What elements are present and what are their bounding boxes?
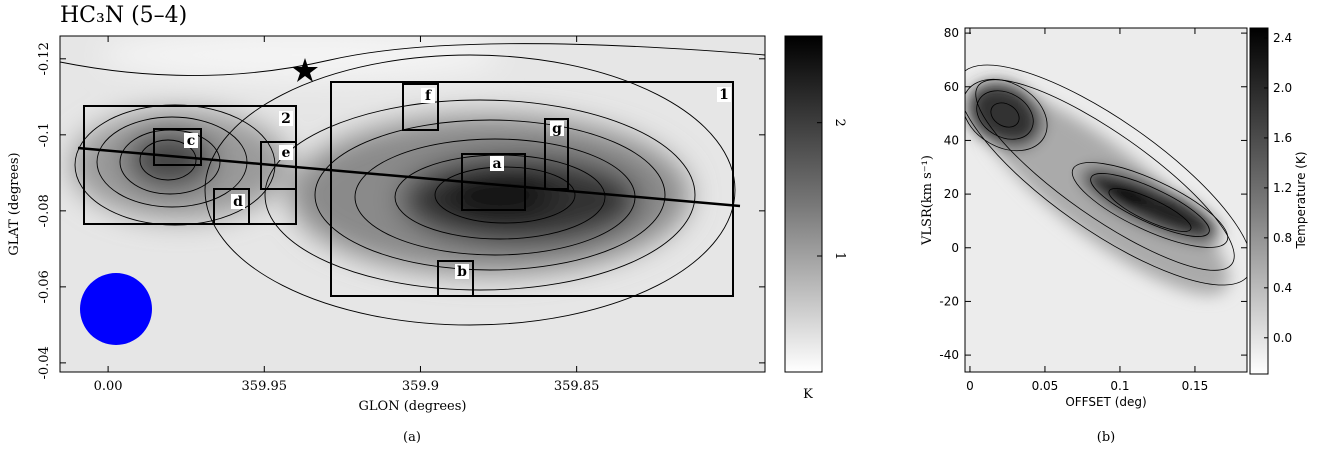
map-image: [60, 36, 765, 372]
y-axis-label: GLAT (degrees): [7, 152, 22, 255]
colorbar-tick-label: 1: [832, 252, 847, 260]
region-label: f: [425, 88, 432, 104]
x-tick-label: 0.05: [1032, 379, 1059, 393]
region-box: [213, 188, 250, 225]
region-box: [153, 128, 202, 166]
region-label-bg: [455, 264, 469, 279]
y-tick-label: -0.06: [37, 270, 52, 303]
region-label: c: [187, 133, 196, 149]
colorbar-tick-label: 0.0: [1273, 331, 1292, 345]
region-box: [260, 141, 297, 190]
colorbar-tick-label: 1.2: [1273, 181, 1292, 195]
colorbar-tick-label: 0.8: [1273, 231, 1292, 245]
colorbar: [784, 35, 823, 373]
region-label-bg: [421, 88, 435, 103]
pv-image: [965, 28, 1247, 372]
colorbar-tick-label: 2.0: [1273, 81, 1292, 95]
y-tick-label: 0: [951, 241, 959, 255]
region-label-bg: [184, 133, 198, 148]
y-tick-label: -0.1: [37, 122, 52, 147]
region-label: b: [457, 264, 467, 280]
colorbar-tick-label: 2: [832, 119, 847, 127]
plot-frame: [59, 35, 766, 373]
region-box: [402, 83, 439, 131]
y-tick-label: 80: [944, 26, 959, 40]
region-label: g: [552, 121, 562, 137]
region-label: 1: [719, 87, 729, 103]
caption: (a): [403, 430, 421, 445]
x-tick-label: 0.1: [1110, 379, 1129, 393]
x-axis-label: GLON (degrees): [359, 399, 467, 414]
x-tick-label: 359.95: [242, 379, 288, 394]
region-label-bg: [279, 145, 293, 160]
y-axis-label: VLSR(km s⁻¹): [920, 155, 935, 246]
y-tick-label: -40: [939, 348, 959, 362]
y-tick-label: -20: [939, 294, 959, 308]
x-tick-label: 0: [966, 379, 974, 393]
y-tick-label: -0.04: [37, 346, 52, 379]
caption: (b): [1097, 430, 1115, 445]
x-axis-label: OFFSET (deg): [1065, 395, 1146, 409]
region-label-bg: [231, 194, 245, 209]
colorbar: [1249, 27, 1269, 375]
y-tick-label: -0.12: [37, 42, 52, 75]
region-label-bg: [550, 121, 564, 136]
region-box: [330, 81, 734, 297]
regions: [83, 81, 734, 297]
chart-title: HC₃N (5–4): [60, 3, 187, 28]
region-box: [544, 118, 569, 190]
x-tick-label: 0.00: [94, 379, 123, 394]
x-tick-label: 359.9: [402, 379, 439, 394]
region-box: [461, 153, 526, 211]
colorbar-label: K: [803, 387, 813, 402]
y-tick-label: 60: [944, 80, 959, 94]
colorbar-tick-label: 2.4: [1273, 31, 1292, 45]
y-tick-label: -0.08: [37, 194, 52, 227]
region-box: [437, 260, 474, 297]
region-label-bg: [279, 111, 293, 126]
region-label: a: [492, 156, 501, 172]
region-label: d: [233, 194, 243, 210]
region-label-bg: [717, 87, 731, 102]
region-label: 2: [281, 111, 291, 127]
y-tick-label: 20: [944, 187, 959, 201]
colorbar-tick-label: 1.6: [1273, 131, 1292, 145]
x-tick-label: 359.85: [554, 379, 600, 394]
colorbar-tick-label: 0.4: [1273, 281, 1292, 295]
x-tick-label: 0.15: [1182, 379, 1209, 393]
region-label: e: [282, 145, 291, 161]
y-tick-label: 40: [944, 133, 959, 147]
plot-frame: [964, 27, 1248, 373]
region-label-bg: [490, 156, 504, 171]
colorbar-label: Temperature (K): [1294, 151, 1308, 249]
